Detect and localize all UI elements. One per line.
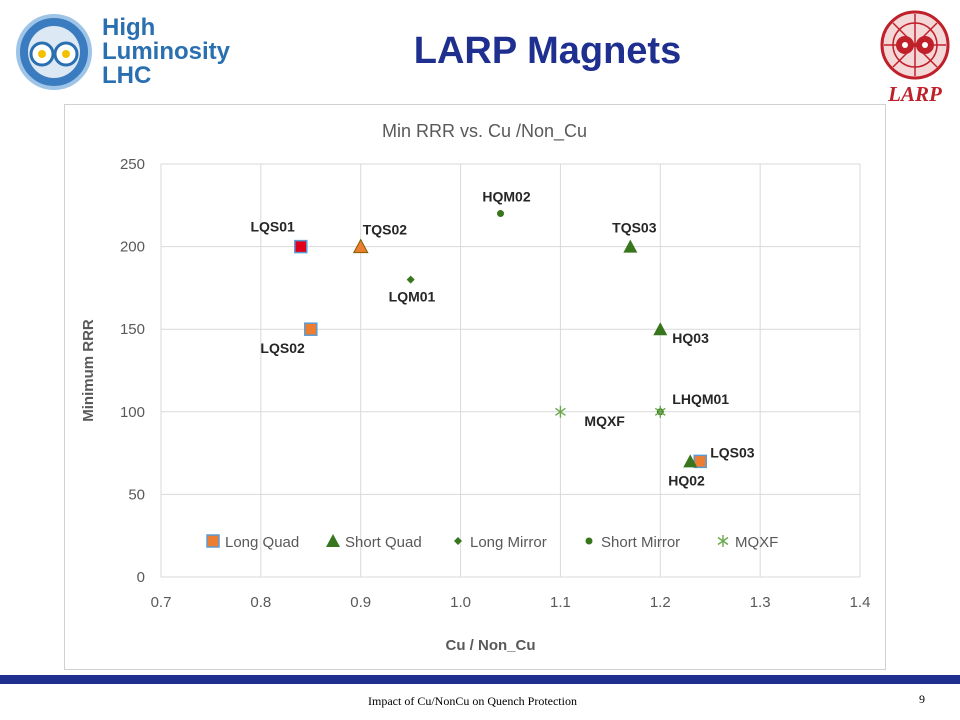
slide-title: LARP Magnets — [413, 30, 682, 72]
chart-frame: 0.7 0.8 0.9 1.0 1.1 1.2 1.3 1.4 0 50 100 150 200 250 M… — [64, 104, 886, 670]
data-point-triangle — [653, 322, 668, 336]
footer-bar — [0, 675, 960, 684]
page-number: 9 — [919, 692, 925, 706]
y-tick-label: 0 — [137, 569, 145, 586]
legend-marker-square — [206, 534, 220, 548]
data-label: TQS03 — [612, 220, 657, 236]
x-tick-label: 1.1 — [550, 594, 571, 611]
logo-line-high: High — [102, 14, 156, 41]
y-axis-label: Minimum RRR — [80, 319, 97, 422]
data-point-square — [693, 454, 707, 469]
footer-title: Impact of Cu/NonCu on Quench Protection — [368, 694, 577, 708]
data-point-asterisk — [654, 405, 666, 418]
data-point-circle — [497, 210, 505, 218]
y-tick-label: 200 — [120, 239, 145, 256]
logo-line-lhc: LHC — [102, 62, 152, 89]
legend-marker-triangle — [326, 534, 340, 547]
legend-label: MQXF — [735, 534, 778, 551]
larp-logo: LARP — [878, 8, 952, 106]
legend-marker-circle — [585, 537, 593, 545]
data-point-diamond — [406, 275, 415, 284]
y-tick-label: 50 — [128, 486, 145, 503]
x-tick-label: 1.3 — [750, 594, 771, 611]
legend-marker-diamond — [454, 537, 462, 545]
data-label: MQXF — [584, 413, 625, 429]
y-tick-label: 250 — [120, 156, 145, 173]
hl-lhc-logo-text: High Luminosity LHC — [102, 16, 230, 88]
data-label: LQS02 — [260, 340, 305, 356]
x-tick-label: 1.4 — [850, 594, 871, 611]
data-point-triangle — [623, 239, 638, 253]
y-tick-label: 100 — [120, 404, 145, 421]
data-point-triangle — [352, 238, 369, 254]
larp-logo-icon — [880, 10, 950, 80]
hl-lhc-logo: High Luminosity LHC — [6, 6, 236, 96]
x-tick-label: 0.9 — [350, 594, 371, 611]
x-tick-label: 1.2 — [650, 594, 671, 611]
scatter-chart: 0.7 0.8 0.9 1.0 1.1 1.2 1.3 1.4 0 50 100 150 200 250 M… — [80, 121, 871, 654]
legend-label: Long Quad — [225, 534, 299, 551]
legend-label: Short Quad — [345, 534, 422, 551]
data-point-triangle — [683, 454, 698, 468]
data-point-square — [304, 322, 318, 336]
chart-title: Min RRR vs. Cu /Non_Cu — [382, 121, 587, 142]
data-point-asterisk — [555, 405, 566, 418]
data-label: LQS01 — [250, 219, 295, 235]
data-point-square — [294, 239, 308, 254]
data-label: HQ03 — [672, 330, 709, 346]
y-tick-label: 150 — [120, 321, 145, 338]
legend-label: Long Mirror — [470, 534, 547, 551]
data-label: LHQM01 — [672, 391, 729, 407]
legend-marker-asterisk — [717, 535, 729, 547]
x-axis-label: Cu / Non_Cu — [446, 637, 536, 654]
legend-label: Short Mirror — [601, 534, 680, 551]
x-tick-label: 1.0 — [450, 594, 471, 611]
data-label: TQS02 — [363, 222, 408, 238]
larp-logo-text: LARP — [888, 82, 942, 106]
hl-lhc-logo-icon — [16, 14, 92, 90]
x-tick-label: 0.8 — [250, 594, 271, 611]
data-label: LQS03 — [710, 444, 755, 460]
data-label: HQM02 — [482, 189, 530, 205]
logo-line-luminosity: Luminosity — [102, 38, 231, 65]
data-label: HQ02 — [668, 472, 705, 488]
data-label: LQM01 — [389, 289, 436, 305]
x-tick-label: 0.7 — [151, 594, 172, 611]
